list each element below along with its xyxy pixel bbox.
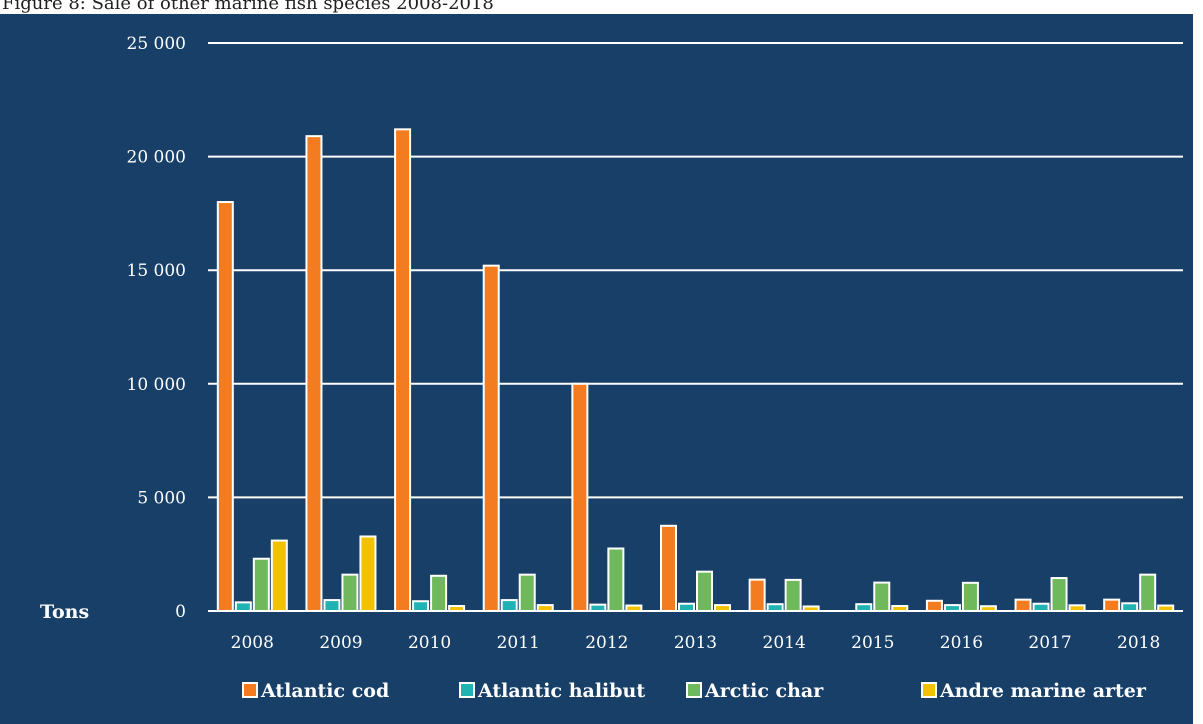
x-tick-label: 2008 (231, 633, 274, 653)
bar (660, 524, 677, 612)
y-tick-label: 5 000 (137, 488, 186, 508)
x-tick-label: 2013 (674, 633, 717, 653)
bar (891, 605, 909, 612)
bar (696, 570, 713, 612)
bar (979, 605, 997, 613)
y-tick-label: 10 000 (127, 375, 186, 395)
y-tick-label: 15 000 (127, 261, 186, 281)
bar (412, 600, 430, 613)
bar (359, 535, 377, 612)
bar (1032, 602, 1050, 613)
bar (536, 604, 554, 612)
y-axis-title: Tons (40, 601, 89, 623)
bar (1157, 604, 1175, 612)
legend-label: Atlantic halibut (477, 680, 645, 702)
bar (943, 604, 961, 612)
legend-swatch (921, 682, 937, 698)
bar (748, 578, 766, 613)
bar (766, 603, 784, 613)
legend-swatch (686, 682, 702, 698)
x-tick-label: 2018 (1117, 633, 1160, 653)
x-tick-label: 2014 (763, 633, 806, 653)
bar (216, 201, 234, 612)
x-tick-label: 2010 (408, 633, 451, 653)
bar (607, 547, 625, 613)
legend-swatch (459, 682, 475, 698)
bar (1050, 577, 1068, 613)
bar (925, 599, 943, 613)
bar (448, 605, 466, 612)
bar (1014, 598, 1032, 613)
bar (1103, 598, 1121, 613)
bar (252, 557, 270, 613)
bar (571, 382, 589, 612)
bar (589, 603, 607, 613)
legend-label: Andre marine arter (939, 680, 1147, 702)
figure-caption: Figure 8: Sale of other marine fish spec… (2, 0, 494, 14)
y-tick-label: 0 (175, 602, 186, 622)
y-tick-label: 25 000 (127, 34, 186, 54)
bar (500, 599, 518, 613)
bar (1068, 604, 1086, 613)
bar (714, 604, 731, 612)
bar (855, 603, 873, 613)
x-tick-label: 2012 (585, 633, 628, 653)
bar (784, 578, 802, 612)
x-tick-label: 2016 (940, 633, 983, 653)
legend-label: Atlantic cod (260, 680, 389, 702)
legend-swatch (242, 682, 258, 698)
x-tick-label: 2017 (1028, 633, 1071, 653)
bar (1139, 573, 1157, 613)
bar (802, 605, 820, 612)
bar (270, 539, 288, 612)
bar (518, 573, 536, 613)
bar (1121, 602, 1139, 613)
x-tick-label: 2009 (319, 633, 362, 653)
y-tick-label: 20 000 (127, 148, 186, 168)
bar (482, 264, 500, 612)
bar (678, 602, 695, 613)
bar (961, 581, 979, 613)
bar (430, 574, 448, 612)
x-tick-label: 2011 (497, 633, 540, 653)
bar (305, 135, 323, 612)
bar (323, 599, 341, 613)
legend-label: Arctic char (704, 680, 824, 702)
bar (394, 128, 412, 612)
x-tick-label: 2015 (851, 633, 894, 653)
bar (873, 581, 891, 612)
bar (341, 573, 359, 613)
bar (234, 601, 252, 612)
bar (625, 604, 643, 612)
